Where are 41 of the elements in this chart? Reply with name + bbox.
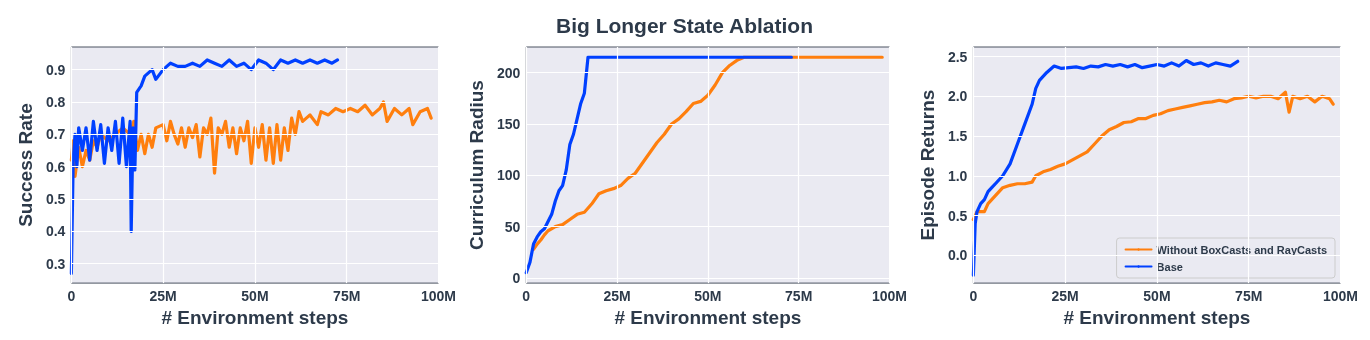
y-axis-title: Success Rate	[15, 103, 36, 227]
y-tick-label: 1.0	[947, 167, 968, 184]
y-tick-label: 0.7	[45, 126, 66, 143]
y-tick-label: 150	[496, 115, 521, 132]
y-tick-label: 2.0	[947, 88, 968, 105]
x-axis-title: # Environment steps	[161, 307, 349, 328]
line-series	[971, 90, 1335, 222]
y-tick-label: 50	[504, 218, 521, 235]
x-tick-label: 25M	[603, 288, 631, 305]
x-tick-label: 50M	[694, 288, 722, 305]
y-tick-label: 0.0	[947, 247, 968, 264]
y-tick-label: 0.9	[45, 61, 66, 78]
y-tick-label: 0.6	[45, 158, 66, 175]
y-axis-title: Episode Returns	[917, 89, 938, 241]
x-tick-label: 75M	[1235, 288, 1263, 305]
x-axis-title: # Environment steps	[1063, 307, 1251, 328]
x-tick-label: 75M	[785, 288, 813, 305]
x-tick-label: 50M	[1143, 288, 1171, 305]
y-tick-label: 0.4	[45, 223, 66, 240]
y-tick-label: 100	[496, 167, 521, 184]
y-tick-label: 0	[512, 269, 521, 286]
x-tick-label: 25M	[149, 288, 177, 305]
x-tick-label: 100M	[871, 288, 908, 305]
y-tick-label: 200	[496, 64, 521, 81]
x-tick-label: 100M	[420, 288, 457, 305]
y-axis-title: Curriculum Radius	[466, 80, 487, 251]
y-tick-label: 2.5	[947, 48, 968, 65]
y-tick-label: 0.3	[45, 255, 66, 272]
x-tick-label: 75M	[333, 288, 361, 305]
y-tick-label: 0.5	[45, 191, 66, 208]
x-axis-title: # Environment steps	[614, 307, 802, 328]
x-tick-label: 25M	[1051, 288, 1079, 305]
x-tick-label: 50M	[241, 288, 269, 305]
y-tick-label: 0.8	[45, 93, 66, 110]
legend-label: Without BoxCasts and RayCasts	[1156, 243, 1328, 256]
chart-title: Big Longer State Ablation	[555, 14, 814, 37]
y-tick-label: 1.5	[947, 128, 968, 145]
line-series	[69, 58, 340, 275]
x-tick-label: 100M	[1322, 288, 1359, 305]
y-tick-label: 0.5	[947, 207, 968, 224]
line-series	[524, 55, 794, 275]
